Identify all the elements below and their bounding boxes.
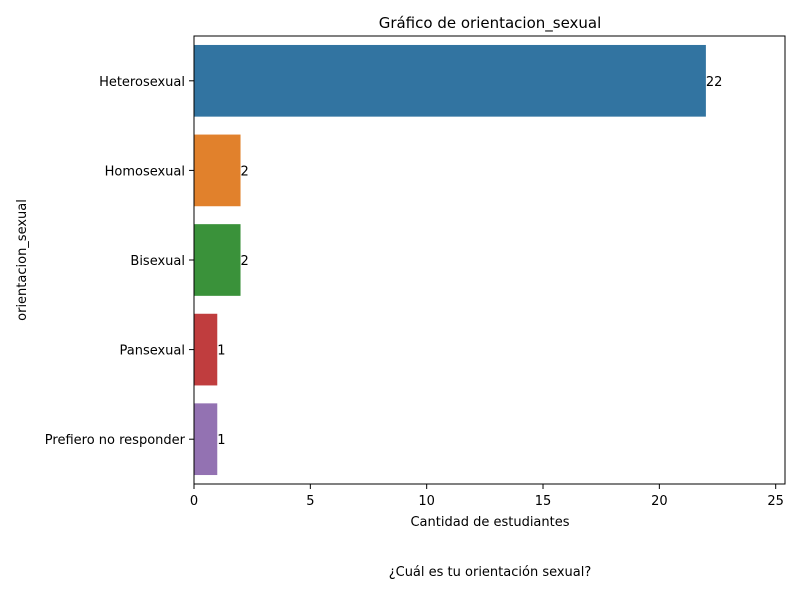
x-tick-label: 15	[535, 494, 552, 509]
x-tick-label: 0	[190, 494, 198, 509]
data-label: 2	[241, 164, 249, 179]
x-tick-label: 25	[767, 494, 784, 509]
y-tick-label: Prefiero no responder	[45, 433, 186, 448]
y-tick-label: Homosexual	[105, 164, 185, 179]
x-tick-label: 20	[651, 494, 668, 509]
chart-title: Gráfico de orientacion_sexual	[379, 14, 602, 33]
x-axis-label: Cantidad de estudiantes	[410, 515, 569, 530]
bar-homosexual	[194, 134, 241, 207]
y-axis-label: orientacion_sexual	[15, 199, 30, 321]
bar-pansexual	[194, 313, 218, 386]
data-label: 1	[217, 433, 225, 448]
x-tick-label: 10	[418, 494, 435, 509]
bar-heterosexual	[194, 44, 706, 117]
axes-layer: Heterosexual Homosexual Bisexual Pansexual P…	[45, 75, 784, 509]
data-label: 2	[241, 254, 249, 269]
data-label: 1	[217, 344, 225, 359]
y-tick-label: Heterosexual	[99, 75, 185, 90]
y-tick-label: Pansexual	[119, 344, 185, 359]
bar-bisexual	[194, 224, 241, 296]
chart-caption: ¿Cuál es tu orientación sexual?	[388, 565, 592, 580]
data-label: 22	[706, 75, 723, 90]
x-tick-label: 5	[306, 494, 314, 509]
bar-prefiero-no-responder	[194, 403, 218, 476]
y-tick-label: Bisexual	[130, 254, 185, 269]
